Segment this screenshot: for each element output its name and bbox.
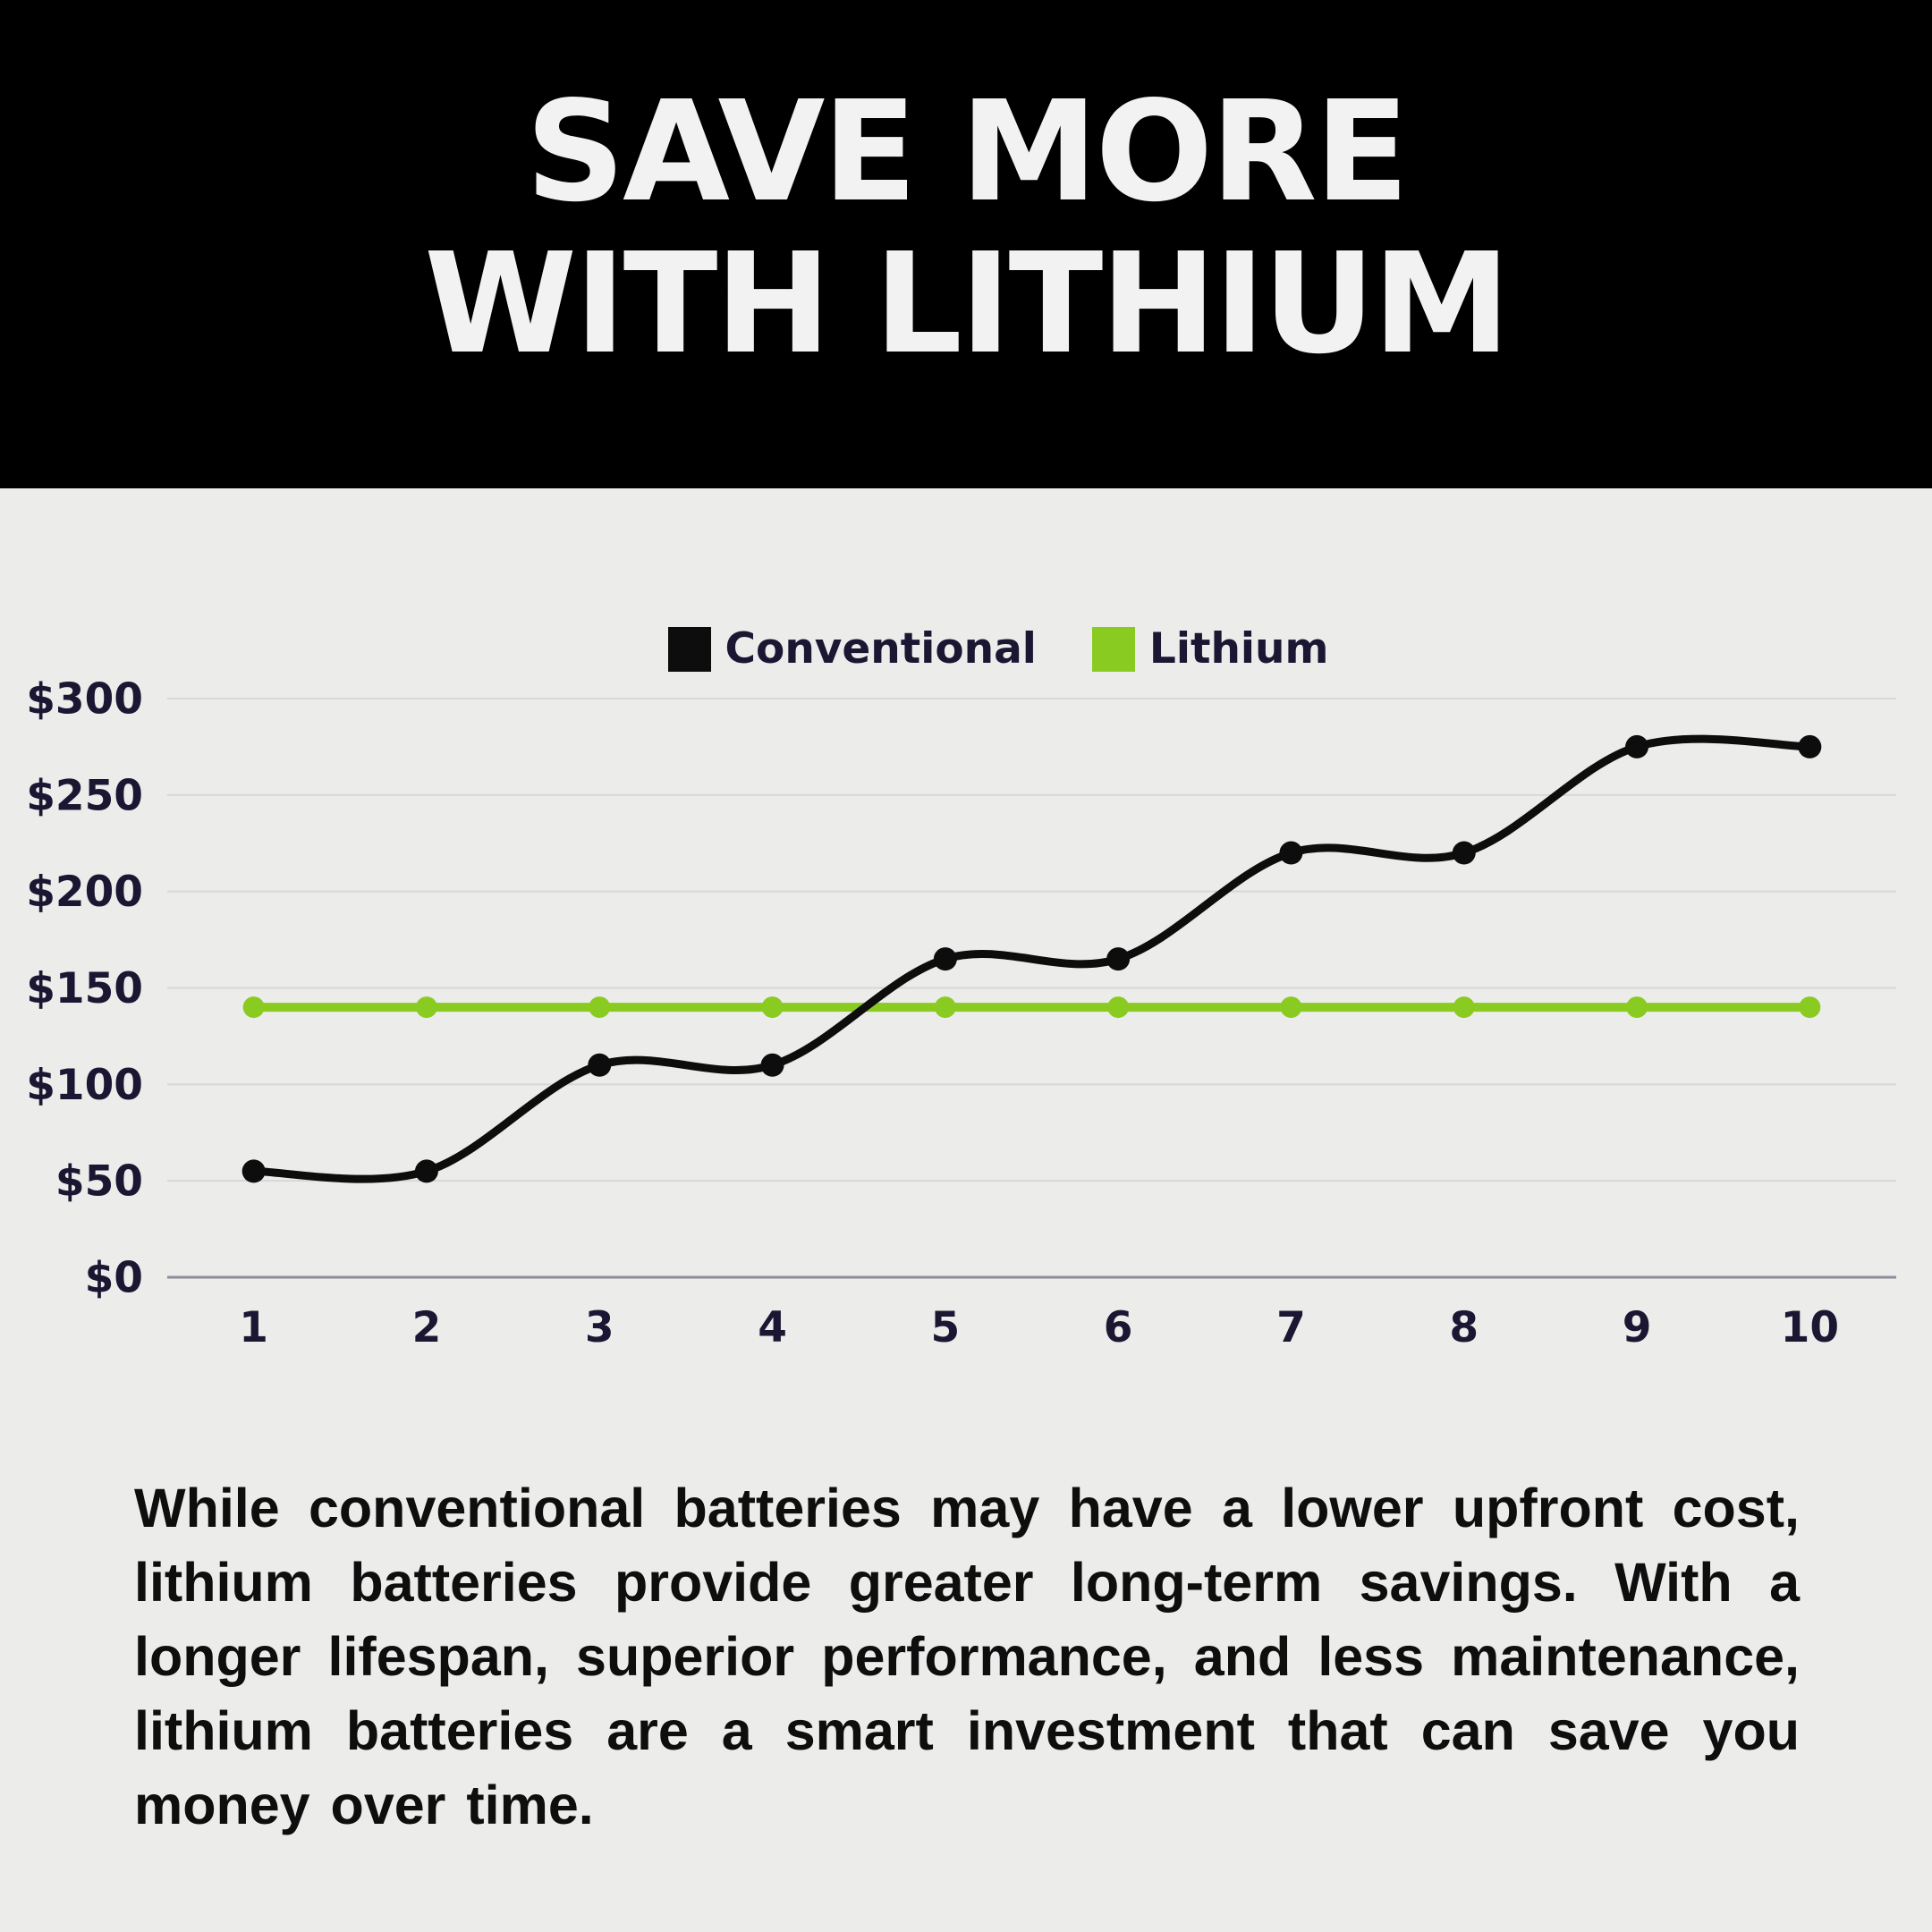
y-tick-label: $250: [26, 771, 143, 820]
y-tick-label: $0: [85, 1253, 143, 1302]
x-tick-label: 7: [1276, 1303, 1306, 1352]
x-tick-label: 6: [1104, 1303, 1133, 1352]
data-point-conventional-8: [1452, 841, 1476, 865]
y-tick-label: $150: [26, 964, 143, 1013]
data-point-lithium-1: [242, 996, 265, 1019]
y-tick-label: $50: [55, 1157, 143, 1207]
legend-label-lithium: Lithium: [1148, 624, 1329, 674]
y-tick-label: $200: [26, 868, 143, 917]
data-point-lithium-2: [415, 996, 437, 1019]
data-point-conventional-5: [933, 947, 957, 971]
y-tick-label: $100: [26, 1061, 143, 1110]
data-point-lithium-7: [1280, 996, 1302, 1019]
page-title-line-1: SAVE MORE: [525, 70, 1409, 233]
series-line-conventional: [250, 734, 1814, 1183]
data-point-lithium-8: [1453, 996, 1475, 1019]
data-point-conventional-9: [1625, 734, 1649, 758]
data-point-conventional-6: [1106, 947, 1131, 971]
infographic-page: SAVE MORE WITH LITHIUM Conventional Lith…: [0, 0, 1932, 1843]
x-tick-label: 1: [239, 1303, 268, 1352]
legend-item-lithium: Lithium: [1091, 624, 1329, 674]
data-point-lithium-10: [1799, 996, 1821, 1019]
data-point-conventional-10: [1798, 734, 1822, 758]
description-paragraph: While conventional batteries may have a …: [134, 1478, 1800, 1835]
x-tick-label: 4: [758, 1303, 787, 1352]
x-tick-label: 9: [1623, 1303, 1652, 1352]
data-point-lithium-4: [761, 996, 784, 1019]
data-point-conventional-2: [414, 1159, 438, 1183]
x-tick-label: 8: [1449, 1303, 1479, 1352]
conventional-swatch-icon: [667, 626, 711, 672]
lithium-swatch-icon: [1091, 626, 1135, 672]
data-point-lithium-9: [1626, 996, 1648, 1019]
chart-section: Conventional Lithium $0 $50 $100 $150 $200 $2…: [0, 624, 1932, 1373]
x-tick-label: 5: [930, 1303, 960, 1352]
data-point-lithium-6: [1107, 996, 1130, 1019]
header: SAVE MORE WITH LITHIUM: [0, 0, 1932, 488]
chart-legend: Conventional Lithium: [32, 624, 1932, 674]
data-point-conventional-3: [588, 1053, 612, 1077]
description-section: While conventional batteries may have a …: [134, 1471, 1800, 1843]
x-tick-label: 10: [1781, 1303, 1839, 1352]
legend-label-conventional: Conventional: [724, 624, 1037, 674]
data-point-conventional-4: [760, 1053, 784, 1077]
data-point-lithium-3: [589, 996, 611, 1019]
page-title-line-2: WITH LITHIUM: [424, 223, 1511, 385]
savings-line-chart: $0 $50 $100 $150 $200 $250 $300 1 2 3 4 5 6 7 8 9 10: [26, 675, 1896, 1352]
data-point-conventional-7: [1279, 841, 1303, 865]
x-tick-label: 2: [412, 1303, 442, 1352]
data-point-conventional-1: [242, 1159, 266, 1183]
legend-item-conventional: Conventional: [667, 624, 1037, 674]
data-point-lithium-5: [934, 996, 956, 1019]
y-tick-label: $300: [26, 675, 143, 724]
x-tick-label: 3: [585, 1303, 614, 1352]
